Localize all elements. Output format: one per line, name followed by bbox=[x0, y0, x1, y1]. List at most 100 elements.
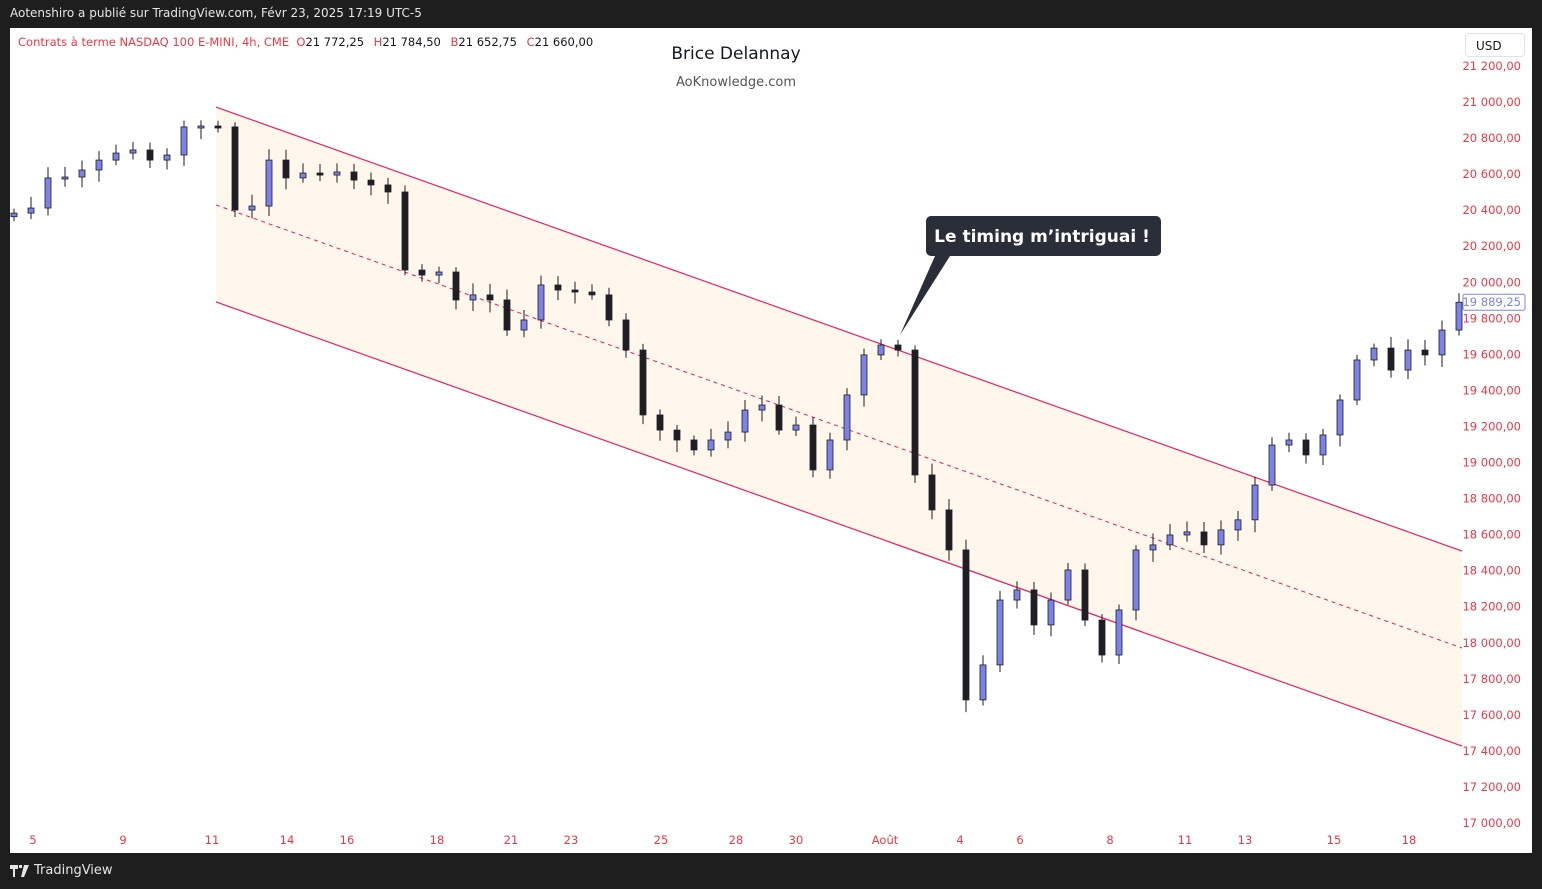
x-tick-label: 14 bbox=[280, 833, 295, 847]
candle-body bbox=[1064, 569, 1072, 601]
symbol-legend: Contrats à terme NASDAQ 100 E-MINI, 4h, … bbox=[18, 35, 599, 49]
x-tick-label: 18 bbox=[1402, 833, 1417, 847]
candle-body bbox=[979, 664, 987, 701]
candle-body bbox=[741, 409, 749, 433]
candle-body bbox=[1268, 444, 1276, 486]
low-label: B bbox=[450, 35, 459, 49]
candle-body bbox=[554, 284, 562, 291]
candle-body bbox=[44, 177, 52, 209]
y-tick-label: 17 000,00 bbox=[1462, 816, 1521, 830]
last-price-label: 19 889,25 bbox=[1462, 295, 1521, 309]
candle-body bbox=[1200, 531, 1208, 546]
y-tick-label: 19 200,00 bbox=[1462, 419, 1521, 433]
candle-body bbox=[112, 152, 120, 161]
candle-body bbox=[1404, 349, 1412, 371]
y-tick-label: 20 800,00 bbox=[1462, 131, 1521, 145]
y-tick-label: 20 600,00 bbox=[1462, 167, 1521, 181]
candle-body bbox=[1132, 549, 1140, 611]
y-tick-label: 18 600,00 bbox=[1462, 528, 1521, 542]
y-tick-label: 17 600,00 bbox=[1462, 708, 1521, 722]
price-chart[interactable]: 21 200,00 21 000,00 20 800,00 20 600,00 20 4… bbox=[10, 28, 1532, 853]
channel-fill bbox=[216, 107, 1462, 747]
candle-body bbox=[1421, 349, 1429, 356]
candle-body bbox=[1319, 434, 1327, 456]
y-tick-label: 20 400,00 bbox=[1462, 203, 1521, 217]
channel-upper-line bbox=[215, 106, 1463, 552]
y-tick-label: 20 000,00 bbox=[1462, 275, 1521, 289]
candle-body bbox=[1183, 531, 1191, 536]
y-tick-label: 18 000,00 bbox=[1462, 636, 1521, 650]
candle-body bbox=[231, 126, 239, 211]
candle-body bbox=[1302, 439, 1310, 456]
candle-body bbox=[1098, 619, 1106, 656]
currency-button[interactable]: USD bbox=[1465, 33, 1525, 57]
y-tick-label: 19 800,00 bbox=[1462, 311, 1521, 325]
symbol-name[interactable]: Contrats à terme NASDAQ 100 E-MINI, 4h, … bbox=[18, 35, 290, 49]
candle-body bbox=[418, 269, 426, 276]
candle-body bbox=[435, 271, 443, 276]
candle-body bbox=[1081, 569, 1089, 621]
candle-body bbox=[27, 207, 35, 214]
footer-brand-text: TradingView bbox=[34, 863, 113, 878]
candle-body bbox=[146, 149, 154, 161]
candle-body bbox=[1115, 609, 1123, 656]
candle-body bbox=[95, 159, 103, 171]
candle-body bbox=[656, 414, 664, 431]
x-tick-label: 21 bbox=[504, 833, 519, 847]
candle-body bbox=[401, 191, 409, 271]
candle-body bbox=[1438, 329, 1446, 356]
y-tick-label: 21 200,00 bbox=[1462, 59, 1521, 73]
y-tick-label: 19 400,00 bbox=[1462, 383, 1521, 397]
candle-body bbox=[537, 284, 545, 321]
candle-body bbox=[61, 176, 69, 180]
y-tick-label: 17 400,00 bbox=[1462, 744, 1521, 758]
candle-body bbox=[894, 344, 902, 351]
y-tick-label: 19 000,00 bbox=[1462, 456, 1521, 470]
candle-body bbox=[163, 154, 171, 161]
footer-brand[interactable]: TradingView bbox=[10, 863, 113, 878]
x-tick-label: 4 bbox=[956, 833, 963, 847]
callout-text: Le timing m’intriguai ! bbox=[934, 227, 1150, 247]
x-tick-label: 28 bbox=[729, 833, 744, 847]
candle-body bbox=[248, 205, 256, 211]
candle-body bbox=[503, 299, 511, 331]
candle-body bbox=[1166, 534, 1174, 546]
candle-body bbox=[384, 184, 392, 193]
high-value: 21 784,50 bbox=[382, 35, 441, 49]
y-tick-label: 17 200,00 bbox=[1462, 780, 1521, 794]
candle-body bbox=[758, 404, 766, 411]
candle-body bbox=[673, 429, 681, 441]
candle-body bbox=[1234, 519, 1242, 531]
candle-body bbox=[333, 171, 341, 176]
candle-body bbox=[928, 474, 936, 511]
y-tick-label: 20 200,00 bbox=[1462, 239, 1521, 253]
x-tick-label: 5 bbox=[29, 833, 36, 847]
candle-body bbox=[707, 439, 715, 451]
x-tick-label: 30 bbox=[789, 833, 804, 847]
candle-body bbox=[78, 169, 86, 178]
candle-body bbox=[877, 344, 885, 356]
x-tick-label: 8 bbox=[1106, 833, 1113, 847]
candle-body bbox=[520, 319, 528, 331]
candle-body bbox=[265, 159, 273, 207]
candle-body bbox=[1370, 347, 1378, 361]
candle-body bbox=[1455, 301, 1463, 331]
candle-body bbox=[826, 439, 834, 471]
chart-frame: 21 200,00 21 000,00 20 800,00 20 600,00 20 4… bbox=[10, 28, 1532, 853]
close-label: C bbox=[526, 35, 535, 49]
last-price-box bbox=[1462, 293, 1526, 311]
candle-body bbox=[129, 149, 137, 154]
channel-lower-line bbox=[215, 301, 1463, 747]
candle-body bbox=[605, 294, 613, 321]
candle-body bbox=[1149, 544, 1157, 551]
candle-body bbox=[588, 291, 596, 296]
watermark-subtitle: AoKnowledge.com bbox=[676, 75, 796, 90]
candle-body bbox=[639, 349, 647, 416]
x-tick-label: 25 bbox=[654, 833, 669, 847]
y-tick-label: 21 000,00 bbox=[1462, 95, 1521, 109]
open-value: 21 772,25 bbox=[305, 35, 365, 49]
y-tick-label: 18 400,00 bbox=[1462, 564, 1521, 578]
candle-body bbox=[1030, 589, 1038, 626]
candle-body bbox=[316, 172, 324, 176]
x-tick-label: 11 bbox=[1178, 833, 1193, 847]
